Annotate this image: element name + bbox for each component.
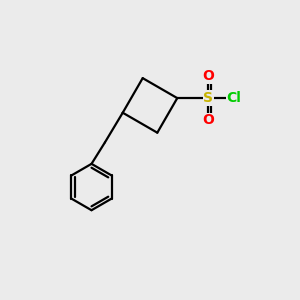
- Text: Cl: Cl: [226, 91, 241, 105]
- Text: O: O: [202, 69, 214, 83]
- Text: O: O: [202, 113, 214, 128]
- Text: S: S: [203, 91, 214, 105]
